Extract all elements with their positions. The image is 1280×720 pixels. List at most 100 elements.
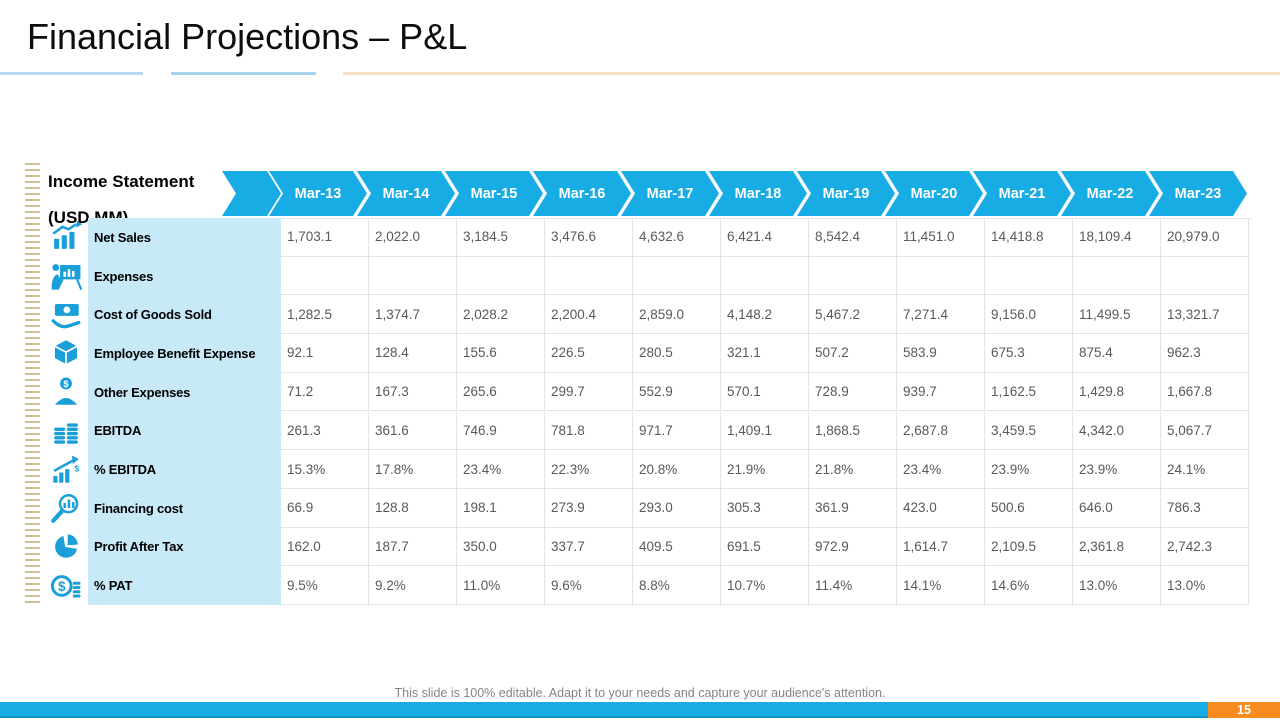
data-cell: 23.9% bbox=[1073, 450, 1161, 489]
data-cell: 786.3 bbox=[1161, 488, 1249, 528]
data-cell: 226.5 bbox=[545, 334, 633, 373]
data-cell: 1,868.5 bbox=[809, 411, 897, 451]
data-cell bbox=[809, 256, 897, 296]
column-header-mar-14: Mar-14 bbox=[357, 171, 455, 216]
row-label: Financing cost bbox=[94, 500, 183, 516]
title-underline-segment bbox=[343, 72, 1280, 75]
data-cell: 6,421.4 bbox=[721, 218, 809, 257]
data-cell: 939.7 bbox=[897, 372, 985, 412]
data-cell: 500.6 bbox=[985, 488, 1073, 528]
data-cell: 1,409.1 bbox=[721, 411, 809, 451]
data-cell bbox=[1161, 256, 1249, 296]
data-cell bbox=[985, 256, 1073, 296]
title-underline-segment bbox=[171, 72, 316, 75]
data-cell: 14,418.8 bbox=[985, 218, 1073, 257]
data-cell bbox=[457, 256, 545, 296]
column-header-band: Mar-13 Mar-14 Mar-15 Mar-16 Mar-17 Mar-18 Mar-… bbox=[0, 171, 1280, 216]
table-row: Financing cost 66.9 128.8 198.1 273.9 293.0 30… bbox=[44, 488, 1249, 528]
row-label: % EBITDA bbox=[94, 462, 156, 478]
data-cell: 746.9 bbox=[457, 411, 545, 451]
data-cell: 675.3 bbox=[985, 334, 1073, 373]
data-cell: 92.1 bbox=[281, 334, 369, 373]
data-cell: 350.0 bbox=[457, 527, 545, 567]
data-cell: 167.3 bbox=[369, 372, 457, 412]
chart-growth-icon bbox=[44, 218, 88, 257]
column-header-mar-23: Mar-23 bbox=[1149, 171, 1247, 216]
data-cell: 2,361.8 bbox=[1073, 527, 1161, 567]
data-cell bbox=[545, 256, 633, 296]
row-label: Expenses bbox=[94, 268, 154, 284]
svg-text:$: $ bbox=[75, 463, 80, 473]
presentation-icon bbox=[44, 257, 88, 296]
table-row: Cost of Goods Sold 1,282.5 1,374.7 2,028.2 2… bbox=[44, 295, 1249, 335]
data-cell: 10.7% bbox=[721, 566, 809, 605]
magnifier-chart-icon bbox=[44, 489, 88, 528]
data-cell: 18,109.4 bbox=[1073, 218, 1161, 257]
data-cell: 299.7 bbox=[545, 372, 633, 412]
data-cell: 293.0 bbox=[633, 488, 721, 528]
data-cell: 13,321.7 bbox=[1161, 295, 1249, 335]
data-cell: 1,429.8 bbox=[1073, 372, 1161, 412]
data-cell: 5,067.7 bbox=[1161, 411, 1249, 451]
data-cell: 21.9% bbox=[721, 450, 809, 489]
data-cell: 11,451.0 bbox=[897, 218, 985, 257]
data-cell: 11.0% bbox=[457, 566, 545, 605]
data-cell: 361.6 bbox=[369, 411, 457, 451]
data-cell: 17.8% bbox=[369, 450, 457, 489]
column-header-mar-17: Mar-17 bbox=[621, 171, 719, 216]
data-cell bbox=[281, 256, 369, 296]
title-underline-segment bbox=[0, 72, 143, 75]
data-cell: 2,028.2 bbox=[457, 295, 545, 335]
data-cell: 409.5 bbox=[633, 527, 721, 567]
data-cell: 2,200.4 bbox=[545, 295, 633, 335]
table-row: Profit After Tax 162.0 187.7 350.0 337.7 409.… bbox=[44, 527, 1249, 567]
row-label: EBITDA bbox=[94, 423, 142, 439]
column-header-mar-18: Mar-18 bbox=[709, 171, 807, 216]
data-cell: 972.9 bbox=[809, 527, 897, 567]
data-cell: 23.9% bbox=[985, 450, 1073, 489]
data-cell: 9.6% bbox=[545, 566, 633, 605]
data-cell: 20,979.0 bbox=[1161, 218, 1249, 257]
page-number: 15 bbox=[1237, 703, 1251, 717]
header-arrow-lead bbox=[222, 171, 281, 216]
column-header-mar-20: Mar-20 bbox=[885, 171, 983, 216]
data-cell: 187.7 bbox=[369, 527, 457, 567]
income-statement-label: Income Statement bbox=[48, 172, 195, 191]
data-cell: 13.0% bbox=[1073, 566, 1161, 605]
data-cell: 128.8 bbox=[369, 488, 457, 528]
data-cell: 507.2 bbox=[809, 334, 897, 373]
table-row: $ Other Expenses 71.2 167.3 265.6 299.7 552.9 5… bbox=[44, 372, 1249, 412]
data-cell: 14.6% bbox=[985, 566, 1073, 605]
data-cell: 66.9 bbox=[281, 488, 369, 528]
data-cell: 261.3 bbox=[281, 411, 369, 451]
data-cell: 198.1 bbox=[457, 488, 545, 528]
data-cell: 583.9 bbox=[897, 334, 985, 373]
growth-arrow-icon: $ bbox=[44, 450, 88, 489]
data-cell: 23.4% bbox=[457, 450, 545, 489]
data-cell: 14.1% bbox=[897, 566, 985, 605]
data-cell: 5,467.2 bbox=[809, 295, 897, 335]
data-cell: 646.0 bbox=[1073, 488, 1161, 528]
person-dollar-icon: $ bbox=[44, 373, 88, 412]
row-label: % PAT bbox=[94, 578, 133, 594]
data-cell: 265.6 bbox=[457, 372, 545, 412]
column-header-mar-15: Mar-15 bbox=[445, 171, 543, 216]
data-cell: 1,667.8 bbox=[1161, 372, 1249, 412]
table-row: Employee Benefit Expense 92.1 128.4 155.6 22… bbox=[44, 334, 1249, 373]
data-cell: 361.9 bbox=[809, 488, 897, 528]
data-cell: 13.0% bbox=[1161, 566, 1249, 605]
data-cell: 7,271.4 bbox=[897, 295, 985, 335]
row-label: Net Sales bbox=[94, 229, 151, 245]
table-row: Net Sales 1,703.1 2,022.0 3,184.5 3,476.6 4,6… bbox=[44, 218, 1249, 257]
data-cell: 4,342.0 bbox=[1073, 411, 1161, 451]
data-cell: 9.5% bbox=[281, 566, 369, 605]
coin-stacks-icon bbox=[44, 412, 88, 451]
data-cell: 337.7 bbox=[545, 527, 633, 567]
table-row: $% PAT 9.5% 9.2% 11.0% 9.6% 8.8% 10.7% 11.4% 14.… bbox=[44, 566, 1249, 605]
data-cell: 23.4% bbox=[897, 450, 985, 489]
table-row: $% EBITDA 15.3% 17.8% 23.4% 22.3% 20.8% 21.9% 2… bbox=[44, 450, 1249, 489]
data-cell bbox=[1073, 256, 1161, 296]
data-cell: 71.2 bbox=[281, 372, 369, 412]
data-cell: 691.5 bbox=[721, 527, 809, 567]
data-cell: 11.4% bbox=[809, 566, 897, 605]
